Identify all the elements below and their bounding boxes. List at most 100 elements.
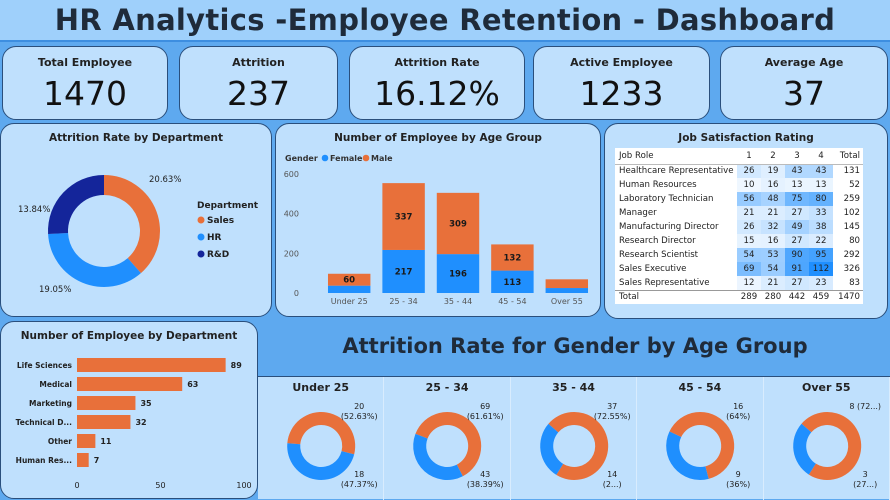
table-cell: 54 [761,262,785,276]
data-label: (61.61%) [467,412,504,421]
table-cell: 27 [785,206,809,220]
data-label: 89 [231,361,243,370]
data-label: 16 [733,402,743,411]
y-tick-label: 400 [284,210,299,219]
table-cell: 131 [843,166,860,177]
gender-donut-chart: 69(61.61%) 43(38.39%) [413,402,504,489]
legend-marker [321,154,329,162]
category-label: Life Sciences [17,361,73,370]
x-tick-label: 0 [74,481,79,490]
table-cell: 459 [809,289,833,304]
age-group-title: Under 25 [292,381,350,394]
data-label: (27...) [853,480,877,489]
table-cell: 80 [849,236,860,246]
data-label: 3 [862,470,867,479]
gender-age-group-cell: 25 - 34 69 (61.61%) 43 (38.39%) [384,377,511,500]
table-cell: 83 [849,277,860,288]
data-label: 217 [395,267,413,277]
table-cell: 21 [737,206,761,220]
table-cell: 26 [737,164,761,178]
bar-female [491,270,534,293]
data-label: (36%) [726,480,750,489]
x-tick-label: 100 [236,481,251,490]
x-tick-label: 25 - 34 [389,297,417,306]
donut-slice-female [539,423,563,475]
legend-marker [197,216,205,224]
category-label: Other [48,437,72,446]
donut-slice [48,232,141,287]
table-cell: 90 [785,248,809,262]
employees-by-department-panel[interactable]: Number of Employee by Department Life Sc… [0,321,258,499]
x-tick-label: Over 55 [551,297,583,306]
legend-marker [197,250,205,258]
gender-attrition-panel[interactable]: Under 25 20 (52.63%) 18 (47.37%) 25 - 34 69 (61… [258,376,890,500]
dashboard-title: HR Analytics -Employee Retention - Dashb… [0,0,890,42]
gender-age-group-cell: 35 - 44 37 (72.55%) 14 (2...) [511,377,638,500]
table-cell: 10 [737,178,761,192]
table-cell: 52 [849,180,860,190]
kpi-average-age[interactable]: Average Age 37 [720,46,888,120]
kpi-value: 1233 [579,74,664,113]
data-label: 37 [607,402,617,411]
table-cell: 12 [737,276,761,290]
table-cell: Human Resources [619,180,697,190]
table-row: Healthcare Representative 26 19 43 43 131 [615,164,863,178]
table-cell: 26 [737,220,761,234]
bar-female [545,288,589,293]
table-cell: Laboratory Technician [619,194,714,204]
table-cell: Research Scientist [619,250,699,260]
data-label: (2...) [603,480,622,489]
attrition-by-department-panel[interactable]: Attrition Rate by Department 20.63% 19.05… [0,123,272,317]
table-row: Manager 21 21 27 33 102 [615,206,863,220]
table-row: Human Resources 10 16 13 13 52 [615,178,863,192]
kpi-active-employee[interactable]: Active Employee 1233 [533,46,710,120]
gender-donut-chart: 37(72.55%) 14(2...) [539,402,631,489]
data-label: 14 [607,470,617,479]
table-cell: Manager [619,208,657,218]
legend-title: Department [197,201,259,211]
table-cell: 21 [761,206,785,220]
table-cell: 15 [737,234,761,248]
age-group-title: 25 - 34 [425,381,469,394]
data-label: 63 [187,380,198,389]
data-label: 9 [736,470,741,479]
category-label: Medical [39,380,72,389]
kpi-total-employee[interactable]: Total Employee 1470 [2,46,168,120]
data-label: (72.55%) [594,412,631,421]
column-header: 2 [761,148,785,165]
data-label: 19.05% [39,285,71,295]
table-cell: Healthcare Representative [619,166,734,177]
category-label: Technical D... [16,418,73,427]
table-cell: Total [615,289,737,304]
data-label: 43 [480,470,490,479]
gender-donut-chart: 8 (72...) 3(27...) [792,402,881,489]
table-row: Sales Executive 69 54 91 112 326 [615,262,863,276]
gender-attrition-title: Attrition Rate for Gender by Age Group [342,334,808,358]
table-cell: 280 [761,289,785,304]
table-cell: 33 [809,206,833,220]
category-label: Human Res... [16,456,72,465]
gender-age-group-cell: Under 25 20 (52.63%) 18 (47.37%) [258,377,385,500]
kpi-value: 37 [783,74,825,113]
table-cell: 16 [761,234,785,248]
x-tick-label: 45 - 54 [498,297,526,306]
table-row: Total 289 280 442 459 1470 [615,289,863,304]
employees-by-age-group-panel[interactable]: Number of Employee by Age Group Gender Fe… [275,123,601,317]
legend-label: Sales [207,216,234,226]
table-cell: 80 [809,192,833,206]
donut-slice-female [792,423,816,475]
legend-label: HR [207,233,222,243]
donut-slice-female [413,433,464,480]
job-satisfaction-panel[interactable]: Job Satisfaction Rating Job Role 1 2 3 4 Tota… [604,123,888,319]
donut-slice-male [669,412,735,479]
column-header: 3 [785,148,809,165]
table-cell: Manufacturing Director [619,222,719,232]
bar-male [436,192,480,255]
table-cell: 21 [761,276,785,290]
kpi-attrition[interactable]: Attrition 237 [179,46,338,120]
kpi-attrition-rate[interactable]: Attrition Rate 16.12% [349,46,525,120]
table-cell: 145 [843,222,860,232]
table-cell: 13 [785,178,809,192]
table-cell: 102 [843,208,860,218]
data-label: 20.63% [149,175,181,185]
